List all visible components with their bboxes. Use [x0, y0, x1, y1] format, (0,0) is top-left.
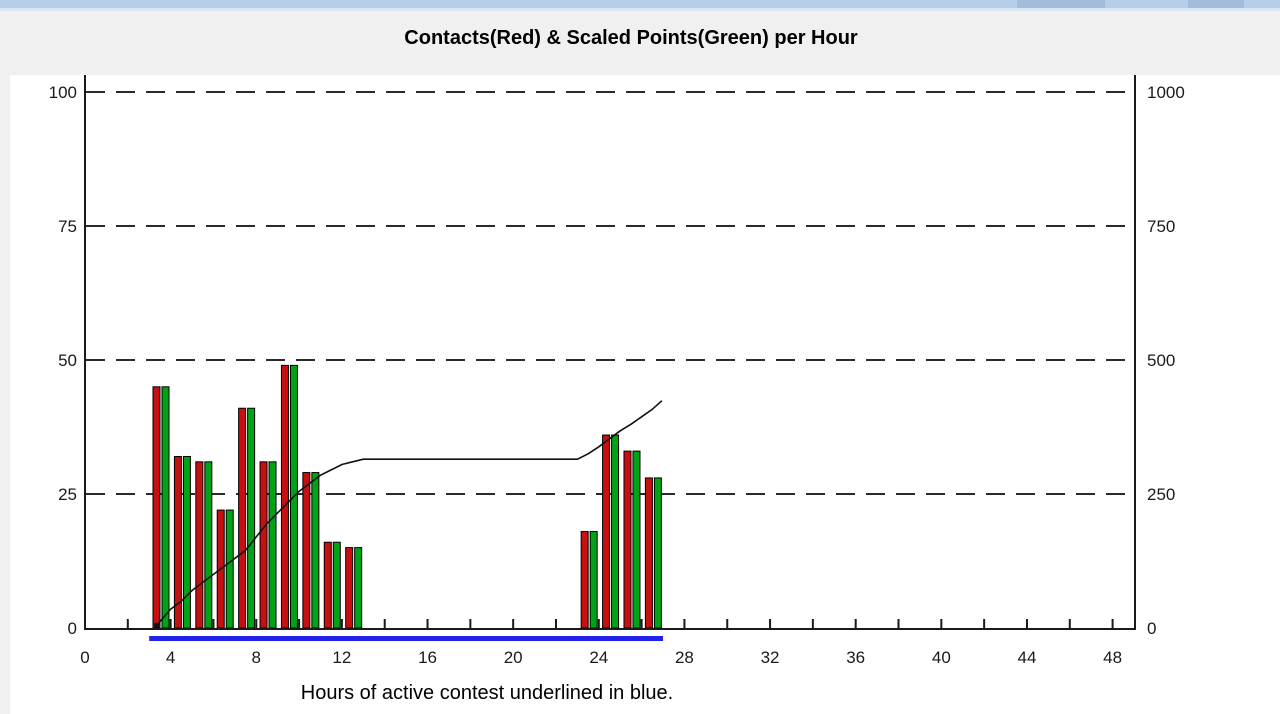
y-left-axis [84, 75, 86, 630]
x-tick-48 [1111, 619, 1114, 628]
x-tick-30 [726, 619, 729, 628]
y-right-tick-label-500: 500 [1147, 351, 1175, 370]
x-tick-label-20: 20 [504, 648, 523, 667]
points-bar-7-8 [247, 407, 256, 629]
contacts-bar-23-24 [580, 531, 589, 629]
x-tick-38 [897, 619, 900, 628]
points-bar-12-13 [354, 547, 363, 629]
y-right-axis [1134, 75, 1136, 630]
contacts-bar-10-11 [302, 472, 311, 629]
window-titlebar-edge[interactable] [0, 0, 1280, 8]
y-left-tick-label-0: 0 [68, 619, 77, 638]
x-tick-26 [640, 619, 643, 628]
x-tick-20 [512, 619, 515, 628]
active-contest-underline [149, 636, 664, 641]
x-tick-36 [854, 619, 857, 628]
x-tick-label-48: 48 [1103, 648, 1122, 667]
contacts-bar-5-6 [195, 461, 204, 629]
x-tick-16 [426, 619, 429, 628]
y-right-tick-label-0: 0 [1147, 619, 1156, 638]
points-bar-25-26 [632, 450, 641, 629]
x-tick-42 [983, 619, 986, 628]
x-axis-caption: Hours of active contest underlined in bl… [300, 682, 674, 704]
x-tick-label-40: 40 [932, 648, 951, 667]
x-tick-label-0: 0 [80, 648, 89, 667]
cumulative-line-start-marker [154, 622, 160, 628]
points-bar-26-27 [653, 477, 662, 629]
y-right-tick-label-250: 250 [1147, 485, 1175, 504]
contacts-bar-7-8 [238, 407, 247, 629]
contacts-bar-11-12 [323, 541, 332, 629]
contacts-bar-8-9 [259, 461, 268, 629]
x-tick-10 [298, 619, 301, 628]
x-tick-6 [212, 619, 215, 628]
y-right-tick-label-750: 750 [1147, 217, 1175, 236]
y-left-tick-label-75: 75 [58, 217, 77, 236]
y-left-tick-label-100: 100 [49, 83, 77, 102]
x-tick-34 [811, 619, 814, 628]
points-bar-3-4 [161, 386, 170, 629]
y-left-tick-label-25: 25 [58, 485, 77, 504]
x-tick-14 [383, 619, 386, 628]
x-axis [84, 628, 1136, 630]
points-bar-23-24 [589, 531, 598, 629]
contacts-bar-26-27 [644, 477, 653, 629]
contacts-bar-25-26 [623, 450, 632, 629]
x-tick-2 [126, 619, 129, 628]
points-bar-5-6 [204, 461, 213, 629]
contacts-bar-24-25 [602, 434, 611, 629]
cumulative-line [156, 400, 663, 626]
titlebar-dark-segment [1188, 0, 1244, 8]
x-tick-label-24: 24 [589, 648, 608, 667]
x-tick-8 [255, 619, 258, 628]
x-tick-label-28: 28 [675, 648, 694, 667]
x-tick-32 [769, 619, 772, 628]
chart-title: Contacts(Red) & Scaled Points(Green) per… [404, 27, 858, 49]
points-bar-8-9 [268, 461, 277, 629]
x-tick-label-8: 8 [252, 648, 261, 667]
points-bar-11-12 [332, 541, 341, 629]
x-tick-label-12: 12 [332, 648, 351, 667]
x-tick-22 [554, 619, 557, 628]
x-tick-28 [683, 619, 686, 628]
points-bar-10-11 [311, 472, 320, 629]
contacts-bar-3-4 [152, 386, 161, 629]
titlebar-underline [0, 8, 1280, 11]
x-tick-46 [1068, 619, 1071, 628]
x-tick-label-32: 32 [761, 648, 780, 667]
points-bar-6-7 [225, 509, 234, 629]
x-tick-40 [940, 619, 943, 628]
x-tick-label-16: 16 [418, 648, 437, 667]
x-tick-label-44: 44 [1017, 648, 1036, 667]
y-right-tick-label-1000: 1000 [1147, 83, 1185, 102]
x-tick-12 [340, 619, 343, 628]
points-bar-24-25 [611, 434, 620, 629]
points-bar-4-5 [182, 455, 191, 629]
x-tick-44 [1025, 619, 1028, 628]
y-left-tick-label-50: 50 [58, 351, 77, 370]
contacts-bar-12-13 [345, 547, 354, 629]
contacts-bar-9-10 [280, 364, 289, 629]
x-tick-18 [469, 619, 472, 628]
x-tick-label-36: 36 [846, 648, 865, 667]
x-tick-4 [169, 619, 172, 628]
x-tick-24 [597, 619, 600, 628]
x-tick-label-4: 4 [166, 648, 175, 667]
titlebar-dark-segment [1017, 0, 1105, 8]
